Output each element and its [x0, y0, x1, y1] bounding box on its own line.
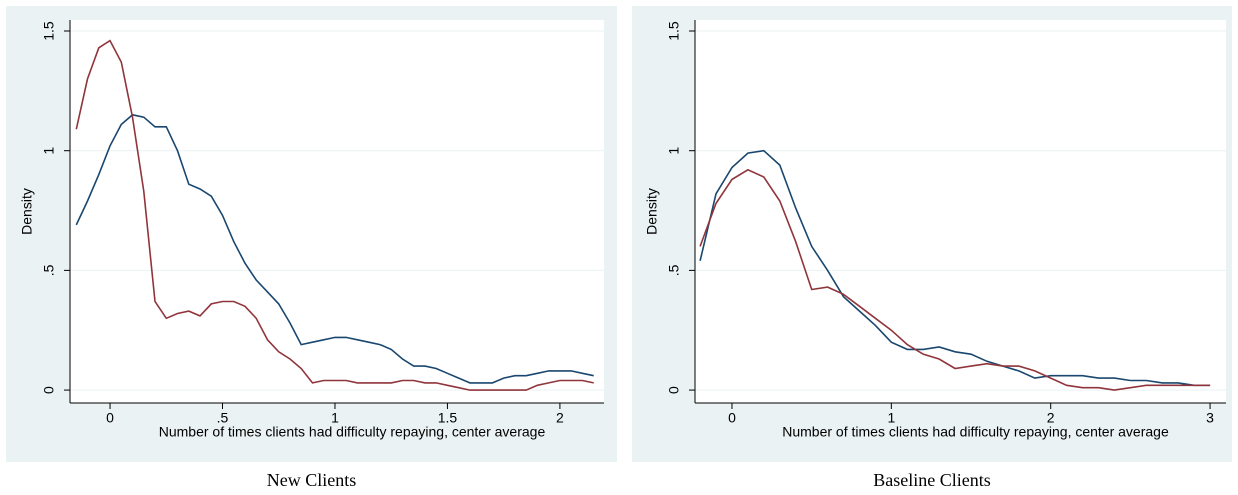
- x-tick-label: 3: [1206, 410, 1214, 426]
- x-tick-label: .5: [217, 410, 229, 426]
- x-tick-label: 1: [887, 410, 895, 426]
- x-tick-label: 2: [1047, 410, 1055, 426]
- x-tick-label: 1: [331, 410, 339, 426]
- y-tick-label: .5: [666, 264, 682, 276]
- density-line: [699, 168, 1211, 391]
- y-tick-label: 1.5: [41, 21, 57, 41]
- x-tick-label: 0: [728, 410, 736, 426]
- y-tick-label: .5: [41, 264, 57, 276]
- y-tick-label: 0: [666, 386, 682, 394]
- y-axis-label: Density: [19, 188, 35, 235]
- x-tick-label: 1.5: [438, 410, 458, 426]
- x-axis-label: Number of times clients had difficulty r…: [782, 424, 1169, 440]
- plot-area: [695, 20, 1226, 403]
- y-tick-label: 1: [41, 147, 57, 155]
- density-line: [75, 113, 594, 384]
- caption: New Clients: [267, 470, 357, 490]
- y-tick-label: 1.5: [666, 21, 682, 41]
- x-axis-label: Number of times clients had difficulty r…: [159, 424, 546, 440]
- density-line: [75, 39, 594, 391]
- x-tick-label: 2: [556, 410, 564, 426]
- plot-area: [70, 20, 604, 403]
- y-tick-label: 0: [41, 386, 57, 394]
- density-line: [699, 149, 1211, 387]
- caption: Baseline Clients: [873, 470, 990, 490]
- y-tick-label: 1: [666, 147, 682, 155]
- y-axis-label: Density: [644, 188, 660, 235]
- x-tick-label: 0: [106, 410, 114, 426]
